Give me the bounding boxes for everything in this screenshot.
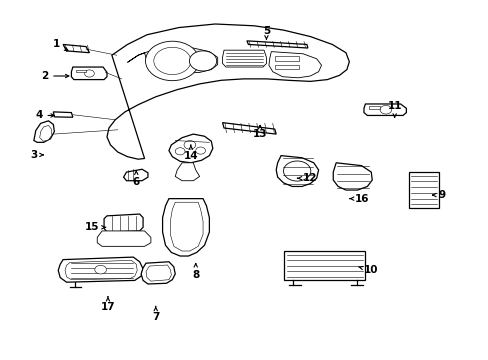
Polygon shape: [332, 163, 371, 190]
Text: 12: 12: [297, 173, 317, 183]
Polygon shape: [276, 156, 318, 186]
Polygon shape: [58, 257, 143, 282]
Polygon shape: [123, 169, 148, 181]
Polygon shape: [71, 67, 107, 80]
Polygon shape: [246, 41, 307, 48]
Polygon shape: [63, 44, 89, 53]
Polygon shape: [97, 231, 151, 246]
Polygon shape: [168, 134, 212, 163]
Text: 2: 2: [41, 71, 69, 81]
Polygon shape: [408, 172, 438, 208]
Polygon shape: [284, 251, 365, 280]
Text: 4: 4: [35, 111, 54, 121]
Circle shape: [175, 148, 184, 155]
Circle shape: [189, 51, 216, 71]
Polygon shape: [34, 121, 54, 142]
Polygon shape: [162, 199, 209, 256]
Polygon shape: [65, 260, 137, 280]
Circle shape: [195, 147, 205, 154]
Text: 8: 8: [192, 264, 199, 280]
Polygon shape: [222, 50, 266, 67]
Polygon shape: [363, 104, 406, 116]
Text: 3: 3: [30, 150, 43, 160]
Circle shape: [95, 265, 106, 274]
Polygon shape: [222, 123, 276, 134]
Polygon shape: [76, 69, 86, 72]
Polygon shape: [107, 24, 348, 159]
Polygon shape: [141, 262, 175, 284]
Text: 5: 5: [262, 26, 269, 39]
Polygon shape: [274, 56, 299, 61]
Circle shape: [379, 105, 391, 114]
Polygon shape: [127, 47, 217, 73]
Text: 10: 10: [358, 265, 378, 275]
Text: 11: 11: [386, 102, 401, 117]
Polygon shape: [175, 163, 199, 181]
Polygon shape: [368, 107, 379, 109]
Circle shape: [84, 70, 94, 77]
Text: 17: 17: [101, 297, 115, 312]
Circle shape: [283, 161, 310, 181]
Text: 16: 16: [349, 194, 369, 204]
Text: 7: 7: [152, 306, 159, 322]
Polygon shape: [53, 112, 73, 117]
Polygon shape: [170, 202, 203, 251]
Polygon shape: [146, 265, 171, 281]
Circle shape: [183, 140, 195, 149]
Circle shape: [145, 41, 199, 81]
Text: 13: 13: [252, 126, 267, 139]
Polygon shape: [40, 126, 52, 141]
Polygon shape: [268, 51, 321, 78]
Text: 1: 1: [53, 39, 68, 51]
Text: 15: 15: [85, 222, 105, 232]
Polygon shape: [104, 214, 143, 232]
Text: 6: 6: [132, 171, 140, 187]
Circle shape: [154, 47, 190, 75]
Polygon shape: [274, 64, 299, 69]
Text: 9: 9: [432, 190, 445, 200]
Text: 14: 14: [183, 145, 198, 161]
